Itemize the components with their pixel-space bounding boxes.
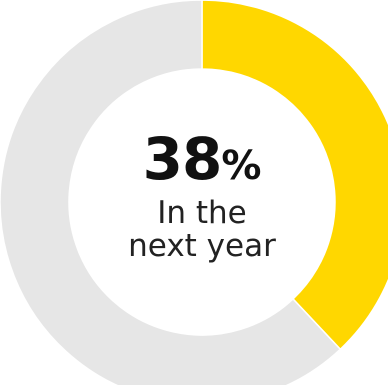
center-value: 38%	[92, 128, 312, 197]
center-number: 38	[142, 125, 223, 193]
slice-remainder	[0, 0, 342, 385]
center-caption-line-1: In the	[157, 195, 247, 231]
center-label: 38% In the next year	[92, 128, 312, 263]
center-caption-line-2: next year	[128, 228, 276, 264]
slice-highlight	[201, 0, 388, 351]
center-unit: %	[221, 143, 262, 189]
